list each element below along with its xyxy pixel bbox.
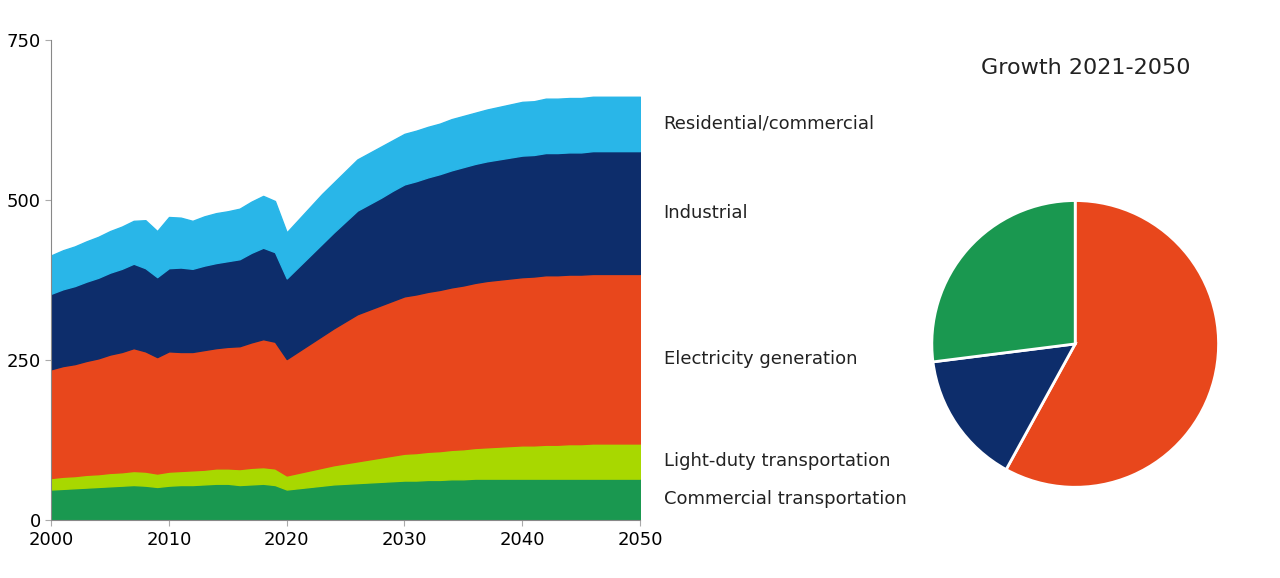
Wedge shape [932,201,1075,362]
Text: Residential/commercial: Residential/commercial [663,115,874,133]
Wedge shape [933,344,1075,469]
Text: Electricity generation: Electricity generation [663,350,858,368]
Text: Commercial transportation: Commercial transportation [663,490,906,509]
Wedge shape [1006,201,1219,487]
Text: Industrial: Industrial [663,203,749,221]
Text: Light-duty transportation: Light-duty transportation [663,452,890,470]
Text: Growth 2021-2050: Growth 2021-2050 [980,58,1190,78]
